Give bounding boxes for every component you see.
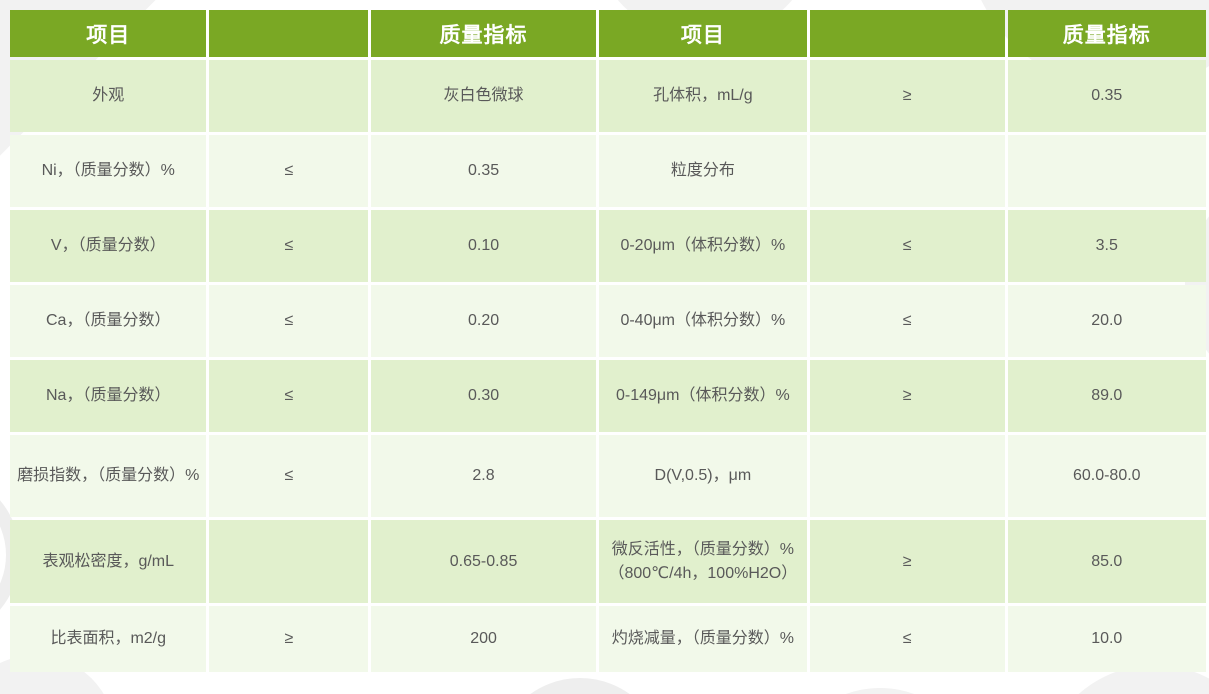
operator-cell: ≥ (809, 360, 1005, 432)
operator-cell: ≤ (209, 285, 369, 357)
column-header-operator-right (809, 10, 1005, 57)
operator-cell: ≤ (209, 135, 369, 207)
operator-cell (809, 435, 1005, 517)
operator-cell: ≥ (809, 520, 1005, 603)
spec-table: 项目 质量指标 项目 质量指标 外观 灰白色微球 孔体积，mL/g ≥ 0.35… (7, 7, 1209, 675)
table-row: 磨损指数，（质量分数）% ≤ 2.8 D(V,0.5)，μm 60.0-80.0 (10, 435, 1206, 517)
value-cell: 10.0 (1007, 606, 1206, 672)
value-cell: 3.5 (1007, 210, 1206, 282)
item-cell: 微反活性，（质量分数）% （800℃/4h，100%H2O） (598, 520, 807, 603)
operator-cell (209, 60, 369, 132)
table-row: 表观松密度，g/mL 0.65-0.85 微反活性，（质量分数）% （800℃/… (10, 520, 1206, 603)
item-cell: Na，（质量分数） (10, 360, 207, 432)
operator-cell: ≤ (809, 210, 1005, 282)
item-cell: 孔体积，mL/g (598, 60, 807, 132)
value-cell: 灰白色微球 (371, 60, 596, 132)
operator-cell: ≤ (209, 435, 369, 517)
item-cell: 0-20μm（体积分数）% (598, 210, 807, 282)
column-header-item-left: 项目 (10, 10, 207, 57)
bg-circle-bottom-center-right (780, 688, 980, 694)
header-row: 项目 质量指标 项目 质量指标 (10, 10, 1206, 57)
value-cell: 0.35 (1007, 60, 1206, 132)
operator-cell: ≤ (209, 210, 369, 282)
item-cell: 磨损指数，（质量分数）% (10, 435, 207, 517)
value-cell: 2.8 (371, 435, 596, 517)
table-row: Ni，（质量分数）% ≤ 0.35 粒度分布 (10, 135, 1206, 207)
table-row: Ca，（质量分数） ≤ 0.20 0-40μm（体积分数）% ≤ 20.0 (10, 285, 1206, 357)
operator-cell: ≥ (809, 60, 1005, 132)
item-cell: Ni，（质量分数）% (10, 135, 207, 207)
item-cell: 灼烧减量，（质量分数）% (598, 606, 807, 672)
spec-table-header: 项目 质量指标 项目 质量指标 (10, 10, 1206, 57)
operator-cell: ≥ (209, 606, 369, 672)
item-cell: 外观 (10, 60, 207, 132)
operator-cell: ≤ (809, 285, 1005, 357)
value-cell: 0.20 (371, 285, 596, 357)
value-cell: 85.0 (1007, 520, 1206, 603)
item-cell: 0-149μm（体积分数）% (598, 360, 807, 432)
table-row: V，（质量分数） ≤ 0.10 0-20μm（体积分数）% ≤ 3.5 (10, 210, 1206, 282)
column-header-item-right: 项目 (598, 10, 807, 57)
column-header-spec-left: 质量指标 (371, 10, 596, 57)
value-cell (1007, 135, 1206, 207)
value-cell: 0.65-0.85 (371, 520, 596, 603)
operator-cell (809, 135, 1005, 207)
value-cell: 0.10 (371, 210, 596, 282)
item-cell: D(V,0.5)，μm (598, 435, 807, 517)
spec-table-body: 外观 灰白色微球 孔体积，mL/g ≥ 0.35 Ni，（质量分数）% ≤ 0.… (10, 60, 1206, 672)
value-cell: 0.30 (371, 360, 596, 432)
item-cell: 0-40μm（体积分数）% (598, 285, 807, 357)
item-cell: 表观松密度，g/mL (10, 520, 207, 603)
value-cell: 0.35 (371, 135, 596, 207)
value-cell: 20.0 (1007, 285, 1206, 357)
bg-ring-bottom-center (495, 678, 665, 694)
item-cell: 粒度分布 (598, 135, 807, 207)
table-row: Na，（质量分数） ≤ 0.30 0-149μm（体积分数）% ≥ 89.0 (10, 360, 1206, 432)
item-cell: V，（质量分数） (10, 210, 207, 282)
item-cell: Ca，（质量分数） (10, 285, 207, 357)
operator-cell (209, 520, 369, 603)
column-header-operator-left (209, 10, 369, 57)
operator-cell: ≤ (209, 360, 369, 432)
column-header-spec-right: 质量指标 (1007, 10, 1206, 57)
table-row: 比表面积，m2/g ≥ 200 灼烧减量，（质量分数）% ≤ 10.0 (10, 606, 1206, 672)
value-cell: 60.0-80.0 (1007, 435, 1206, 517)
table-row: 外观 灰白色微球 孔体积，mL/g ≥ 0.35 (10, 60, 1206, 132)
operator-cell: ≤ (809, 606, 1005, 672)
item-cell: 比表面积，m2/g (10, 606, 207, 672)
value-cell: 89.0 (1007, 360, 1206, 432)
value-cell: 200 (371, 606, 596, 672)
